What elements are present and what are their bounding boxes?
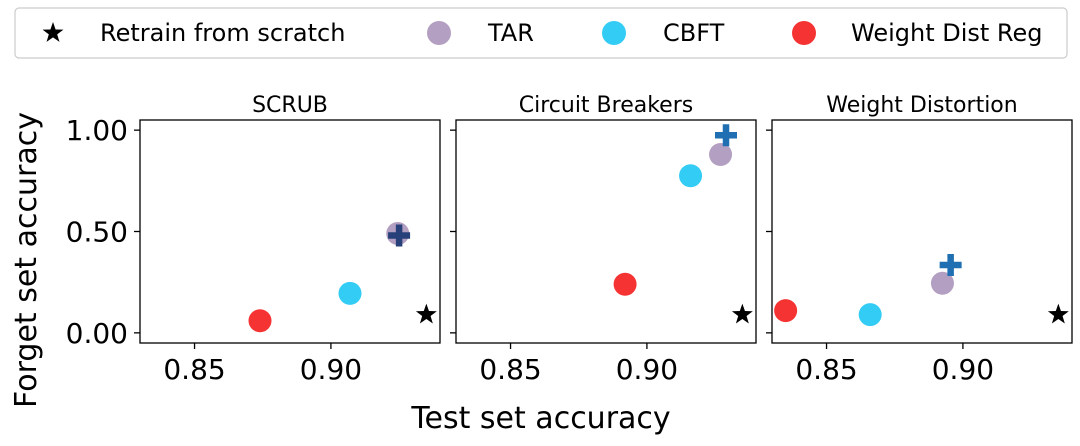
x-tick-label: 0.90 bbox=[300, 353, 362, 386]
data-points bbox=[613, 124, 753, 324]
data-points bbox=[248, 222, 437, 333]
y-tick-label: 0.00 bbox=[66, 317, 128, 350]
plus-marker-point bbox=[939, 253, 962, 276]
legend-cbft-marker bbox=[602, 21, 626, 45]
panel-frame bbox=[455, 119, 757, 344]
x-axis-label: Test set accuracy bbox=[410, 401, 670, 436]
legend-frame bbox=[14, 7, 1068, 59]
x-tick-label: 0.90 bbox=[932, 353, 994, 386]
legend-label-tar: TAR bbox=[487, 19, 534, 47]
x-tick-label: 0.85 bbox=[795, 353, 857, 386]
legend-label-cbft: CBFT bbox=[663, 19, 725, 47]
legend-item-cbft: CBFT bbox=[602, 19, 725, 47]
legend-item-weight-dist-reg: Weight Dist Reg bbox=[792, 19, 1043, 47]
panel-scrub: SCRUB 0.85 0.90 0.00 0.50 1.00 bbox=[66, 93, 441, 386]
legend-label-weight-dist-reg: Weight Dist Reg bbox=[851, 19, 1043, 47]
panel-title: SCRUB bbox=[252, 93, 328, 118]
weight-dist-reg-point bbox=[774, 299, 798, 323]
x-tick-label: 0.85 bbox=[163, 353, 225, 386]
panel-title: Circuit Breakers bbox=[519, 93, 693, 118]
legend: Retrain from scratch TAR CBFT Weight Dis… bbox=[14, 7, 1068, 59]
y-tick-label: 1.00 bbox=[66, 114, 128, 147]
retrain-star-point bbox=[1047, 303, 1069, 324]
panel-circuit-breakers: Circuit Breakers 0.85 0.90 bbox=[450, 93, 757, 386]
legend-star-marker bbox=[42, 22, 64, 42]
panel-title: Weight Distortion bbox=[826, 93, 1017, 118]
plus-marker-point bbox=[715, 124, 737, 147]
legend-weight-dist-reg-marker bbox=[792, 21, 816, 45]
retrain-star-point bbox=[415, 303, 437, 324]
legend-item-retrain: Retrain from scratch bbox=[42, 19, 345, 47]
data-points bbox=[774, 253, 1069, 327]
x-tick-label: 0.85 bbox=[479, 353, 541, 386]
plus-marker-point bbox=[388, 224, 411, 247]
weight-dist-reg-point bbox=[248, 309, 272, 333]
cbft-point bbox=[858, 303, 882, 327]
tar-point bbox=[930, 271, 954, 295]
y-axis-label: Forget set accuracy bbox=[9, 112, 44, 408]
cbft-point bbox=[679, 164, 703, 188]
panel-weight-distortion: Weight Distortion 0.85 0.90 bbox=[766, 93, 1073, 386]
legend-label-retrain: Retrain from scratch bbox=[100, 19, 345, 47]
tar-point bbox=[709, 142, 733, 166]
cbft-point bbox=[338, 281, 362, 305]
x-tick-label: 0.90 bbox=[616, 353, 678, 386]
weight-dist-reg-point bbox=[613, 272, 637, 296]
retrain-star-point bbox=[731, 303, 753, 324]
panel-frame bbox=[771, 119, 1073, 344]
legend-tar-marker bbox=[427, 21, 451, 45]
legend-item-tar: TAR bbox=[427, 19, 534, 47]
y-tick-label: 0.50 bbox=[66, 216, 128, 249]
panel-frame bbox=[139, 119, 441, 344]
